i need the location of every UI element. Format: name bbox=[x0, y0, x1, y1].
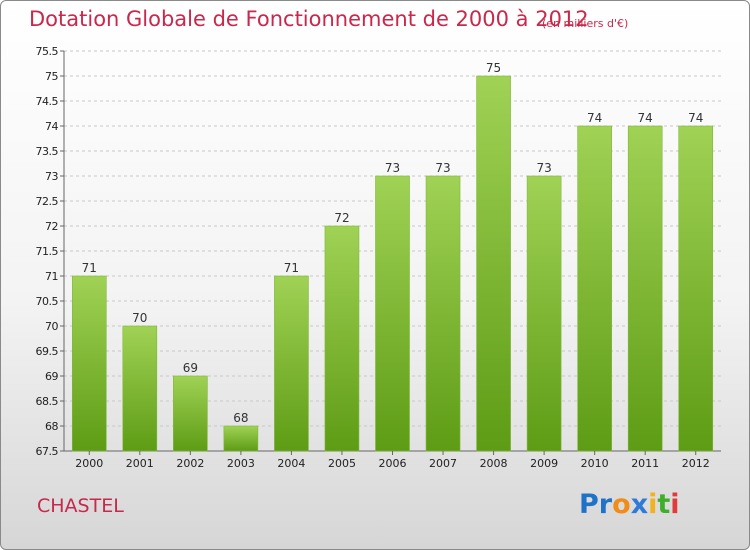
x-tick-label: 2007 bbox=[429, 457, 457, 470]
y-tick-label: 73.5 bbox=[36, 145, 59, 158]
bar-value-label: 73 bbox=[536, 161, 551, 175]
logo-letter: i bbox=[670, 489, 680, 520]
bar-value-label: 71 bbox=[82, 261, 97, 275]
bar bbox=[324, 225, 360, 452]
bar-value-label: 68 bbox=[233, 411, 248, 425]
bar bbox=[375, 175, 410, 452]
bar bbox=[122, 325, 158, 452]
x-tick-label: 2008 bbox=[480, 457, 508, 470]
bar-value-label: 71 bbox=[284, 261, 299, 275]
x-tick-label: 2005 bbox=[328, 457, 356, 470]
y-tick-label: 69 bbox=[45, 370, 58, 383]
logo-letter: t bbox=[657, 489, 671, 520]
bar-value-label: 74 bbox=[587, 111, 602, 125]
logo-letter: P bbox=[579, 489, 599, 520]
y-tick-label: 69.5 bbox=[36, 345, 59, 358]
x-tick-label: 2004 bbox=[277, 457, 305, 470]
bar-value-label: 73 bbox=[435, 161, 450, 175]
x-tick-label: 2003 bbox=[227, 457, 255, 470]
bar-value-label: 75 bbox=[486, 61, 501, 75]
y-tick-label: 75.5 bbox=[36, 45, 59, 58]
y-tick-label: 68 bbox=[45, 420, 58, 433]
proxiti-logo[interactable]: Proxiti bbox=[579, 489, 680, 520]
bar bbox=[173, 375, 208, 452]
bar bbox=[627, 125, 663, 452]
logo-letter: r bbox=[598, 489, 613, 520]
bar-value-label: 73 bbox=[385, 161, 400, 175]
bar bbox=[223, 425, 259, 452]
chart-title: Dotation Globale de Fonctionnement de 20… bbox=[29, 7, 589, 31]
x-tick-label: 2006 bbox=[379, 457, 407, 470]
bar bbox=[678, 125, 714, 452]
x-tick-label: 2001 bbox=[126, 457, 154, 470]
y-tick-label: 74.5 bbox=[36, 95, 59, 108]
bar bbox=[476, 75, 511, 452]
y-tick-label: 73 bbox=[45, 170, 58, 183]
x-tick-label: 2010 bbox=[581, 457, 609, 470]
logo-letter: i bbox=[648, 489, 658, 520]
y-tick-label: 68.5 bbox=[36, 395, 59, 408]
x-tick-label: 2002 bbox=[176, 457, 204, 470]
x-tick-label: 2011 bbox=[631, 457, 659, 470]
logo-letter: x bbox=[630, 489, 649, 520]
chart-subtitle: (en milliers d'€) bbox=[542, 17, 629, 30]
y-tick-label: 70.5 bbox=[36, 295, 59, 308]
commune-name: CHASTEL bbox=[37, 495, 124, 517]
bar-value-label: 74 bbox=[688, 111, 703, 125]
bar-value-label: 69 bbox=[183, 361, 198, 375]
bar-value-label: 72 bbox=[334, 211, 349, 225]
bar bbox=[425, 175, 461, 452]
y-tick-label: 74 bbox=[45, 120, 58, 133]
y-tick-label: 72.5 bbox=[36, 195, 59, 208]
x-tick-label: 2012 bbox=[682, 457, 710, 470]
y-tick-label: 75 bbox=[45, 70, 58, 83]
bar-value-label: 70 bbox=[132, 311, 147, 325]
bar bbox=[274, 275, 309, 452]
x-tick-label: 2000 bbox=[75, 457, 103, 470]
logo-letter: o bbox=[612, 489, 631, 520]
x-tick-label: 2009 bbox=[530, 457, 558, 470]
y-tick-label: 71 bbox=[45, 270, 58, 283]
y-tick-label: 72 bbox=[45, 220, 58, 233]
bar bbox=[526, 175, 562, 452]
bar bbox=[577, 125, 612, 452]
bar-value-label: 74 bbox=[638, 111, 653, 125]
y-tick-label: 70 bbox=[45, 320, 58, 333]
y-tick-label: 67.5 bbox=[36, 445, 59, 458]
y-tick-label: 71.5 bbox=[36, 245, 59, 258]
bar bbox=[71, 275, 107, 452]
